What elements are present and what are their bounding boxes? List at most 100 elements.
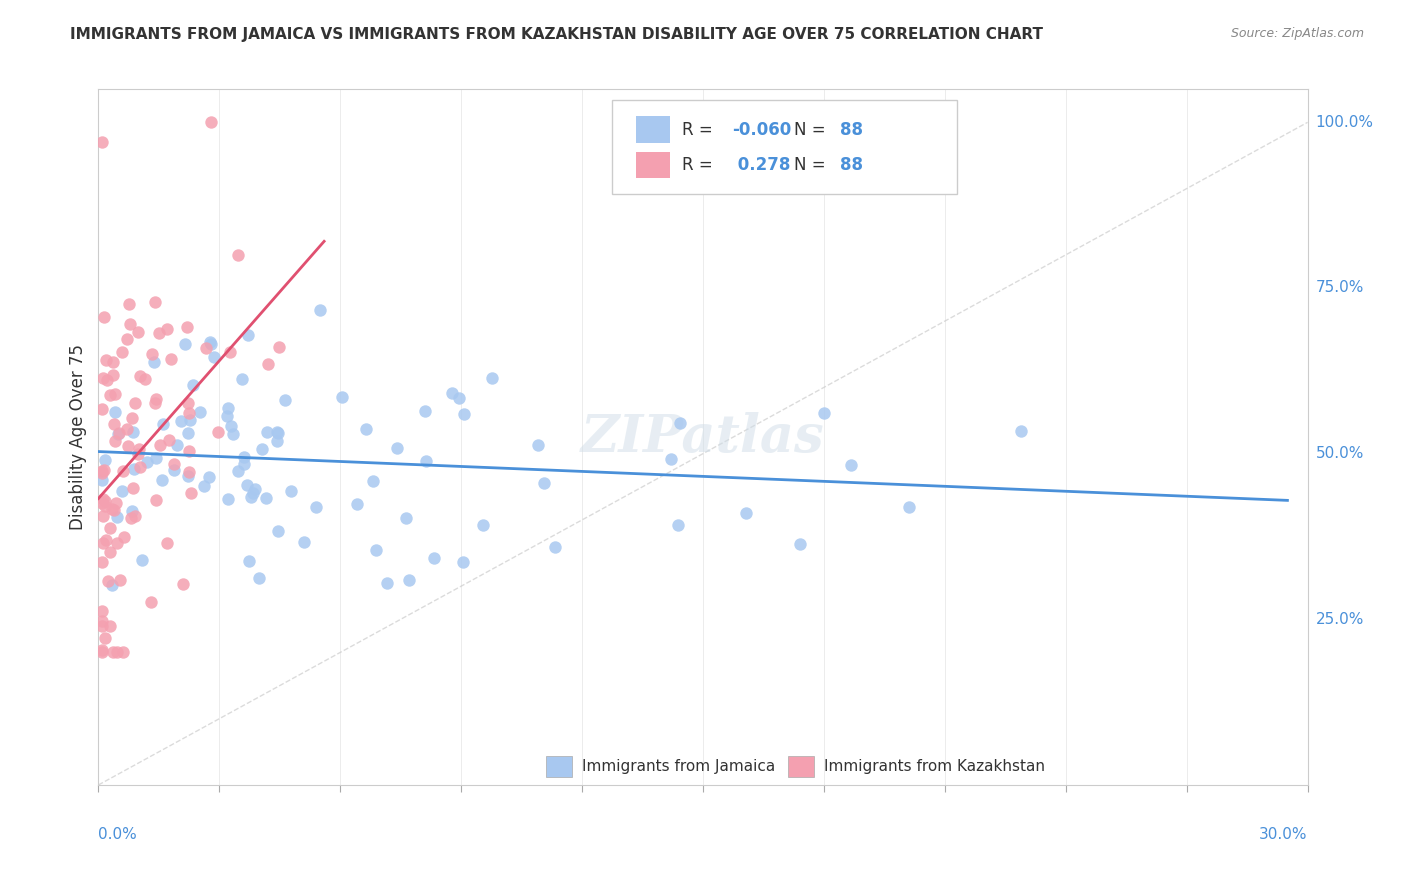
Point [217,401,239,415]
Point [160,351,183,366]
Point [115,332,138,346]
Point [111,344,134,359]
Point [166,438,188,452]
Text: N =: N = [793,156,831,174]
Text: 88: 88 [839,120,863,138]
Point [91,643,114,657]
Text: Source: ZipAtlas.com: Source: ZipAtlas.com [1230,27,1364,40]
Point [527,438,550,452]
Point [104,405,127,419]
Text: 75.0%: 75.0% [1316,280,1364,295]
Point [118,297,141,311]
Y-axis label: Disability Age Over 75: Disability Age Over 75 [69,344,87,530]
Point [91,467,114,481]
Point [91,370,114,384]
Point [177,396,200,410]
Point [233,450,256,465]
Point [141,595,163,609]
Point [91,508,114,523]
Point [415,454,437,468]
Bar [546,756,572,777]
Point [91,401,114,416]
Point [124,396,146,410]
Point [148,326,170,341]
Point [142,355,165,369]
Point [163,463,186,477]
Point [375,576,398,591]
Point [128,442,150,456]
Text: 0.278: 0.278 [733,156,790,174]
Point [226,248,249,262]
Point [111,483,134,498]
Point [145,492,167,507]
FancyBboxPatch shape [612,100,957,194]
Point [143,396,166,410]
Point [98,545,121,559]
Point [897,500,920,515]
Point [330,390,353,404]
Point [91,614,114,628]
Point [127,325,149,339]
Point [179,444,201,458]
Point [659,451,682,466]
Point [226,464,249,478]
Point [267,340,290,354]
Point [91,464,114,478]
Text: IMMIGRANTS FROM JAMAICA VS IMMIGRANTS FROM KAZAKHSTAN DISABILITY AGE OVER 75 COR: IMMIGRANTS FROM JAMAICA VS IMMIGRANTS FR… [70,27,1043,42]
Point [91,496,114,510]
Point [453,408,475,422]
Point [97,574,120,588]
Point [813,406,835,420]
Point [247,571,270,585]
Point [112,645,135,659]
Point [98,520,121,534]
Bar [787,756,814,777]
Point [96,373,118,387]
Point [91,555,114,569]
Point [93,310,115,324]
Point [149,437,172,451]
Point [150,473,173,487]
Point [789,537,811,551]
Point [242,486,264,500]
Point [112,530,135,544]
Point [124,508,146,523]
Point [447,391,470,405]
Point [217,492,239,507]
Point [250,442,273,456]
Point [122,425,145,439]
Point [387,441,409,455]
Point [366,542,388,557]
Point [481,370,503,384]
Point [238,553,260,567]
Point [100,578,122,592]
Point [177,469,200,483]
Point [129,459,152,474]
Text: ZIPatlas: ZIPatlas [581,411,825,463]
Point [156,322,179,336]
Point [179,406,201,420]
Point [173,337,195,351]
Point [101,501,124,516]
Point [135,455,157,469]
Point [152,417,174,432]
Bar [637,152,671,178]
Point [103,645,125,659]
Point [668,517,690,532]
Point [103,503,125,517]
Text: 30.0%: 30.0% [1260,827,1308,842]
Point [108,425,131,440]
Point [207,425,229,439]
Point [179,413,201,427]
Point [93,462,115,476]
Point [254,491,277,506]
Text: 100.0%: 100.0% [1316,115,1374,130]
Point [543,541,565,555]
Point [118,318,141,332]
Point [231,372,253,386]
Point [236,328,259,343]
Point [309,303,332,318]
Point [200,337,222,351]
Point [105,536,128,550]
Point [734,507,756,521]
